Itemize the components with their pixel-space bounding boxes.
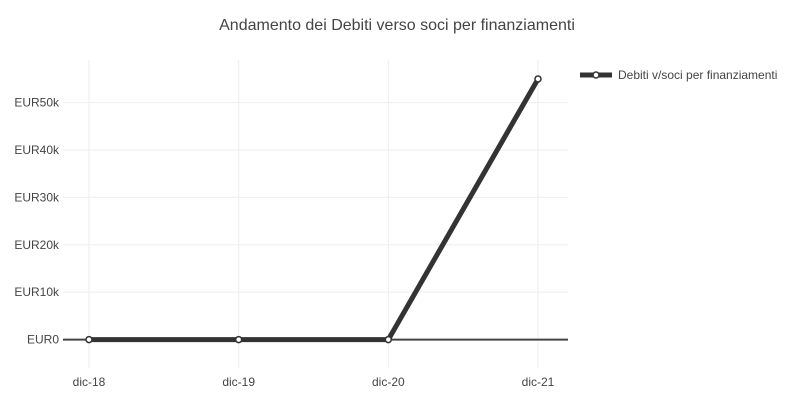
y-tick-label: EUR30k (14, 190, 60, 204)
series-layer (85, 75, 542, 344)
x-tick-label: dic-18 (73, 375, 106, 389)
y-tick-label: EUR10k (14, 285, 60, 299)
data-point[interactable] (85, 335, 93, 344)
y-tick-label: EUR40k (14, 143, 60, 157)
chart-title: Andamento dei Debiti verso soci per fina… (219, 17, 575, 34)
data-point[interactable] (534, 75, 542, 83)
x-tick-label: dic-19 (222, 375, 255, 389)
y-tick-label: EUR20k (14, 238, 60, 252)
legend-marker (592, 71, 600, 79)
legend-label[interactable]: Debiti v/soci per finanziamenti (618, 68, 777, 82)
series-line[interactable] (86, 76, 541, 343)
grid (63, 60, 568, 368)
legend[interactable]: Debiti v/soci per finanziamenti (580, 68, 777, 82)
x-tick-label: dic-20 (372, 375, 405, 389)
data-point[interactable] (234, 335, 243, 344)
axes: EUR0 EUR10k EUR20k EUR30k EUR40k EUR50k dic-18… (14, 96, 568, 389)
x-tick-label: dic-21 (522, 375, 555, 389)
y-tick-label: EUR50k (14, 96, 60, 110)
data-point[interactable] (384, 335, 393, 344)
y-tick-label: EUR0 (27, 333, 59, 347)
